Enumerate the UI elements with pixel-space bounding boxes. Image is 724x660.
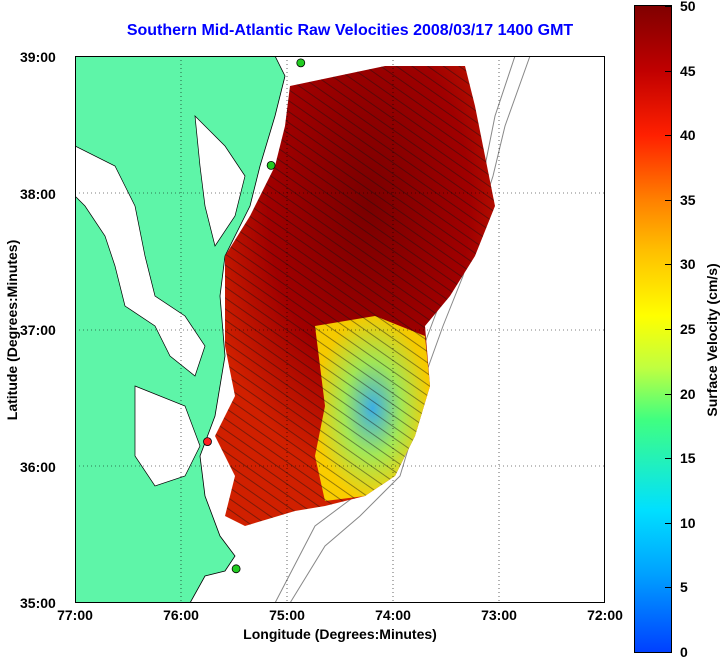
- map-panel: [75, 56, 605, 603]
- colorbar-label: Surface Velocity (cm/s): [704, 263, 720, 417]
- colorbar-tick-mark: [665, 135, 671, 137]
- colorbar-tick-mark: [665, 458, 671, 460]
- y-tick-label: 39:00: [20, 49, 56, 65]
- radar-site-marker: [266, 161, 276, 170]
- bay-water-2: [194, 115, 246, 247]
- colorbar-tick-label: 20: [680, 385, 696, 402]
- colorbar-tick-mark: [665, 199, 671, 201]
- colorbar-tick-label: 5: [680, 579, 688, 596]
- colorbar-tick-mark: [665, 264, 671, 266]
- colorbar-tick-mark: [665, 70, 671, 72]
- colorbar-tick-label: 45: [680, 62, 696, 79]
- y-tick-label: 35:00: [20, 595, 56, 611]
- grid-lines: [75, 56, 605, 603]
- y-tick-label: 36:00: [20, 459, 56, 475]
- x-tick-label: 72:00: [587, 607, 623, 623]
- sound-water: [134, 385, 201, 487]
- radar-site-marker: [296, 58, 306, 68]
- chart-title: Southern Mid-Atlantic Raw Velocities 200…: [126, 22, 574, 39]
- depth-contour-2: [289, 56, 531, 603]
- colorbar-tick-mark: [665, 587, 671, 589]
- plot-border: [75, 56, 605, 603]
- radar-site-marker: [203, 437, 212, 447]
- bay-water: [75, 145, 206, 377]
- colorbar-tick-label: 10: [680, 514, 696, 531]
- y-tick-label: 38:00: [20, 186, 56, 202]
- x-tick-label: 77:00: [57, 607, 93, 623]
- colorbar-tick-mark: [665, 652, 671, 653]
- x-tick-label: 75:00: [269, 607, 305, 623]
- colorbar-tick-mark: [665, 329, 671, 330]
- colorbar-tick-label: 25: [680, 321, 696, 337]
- colorbar-tick-label: 0: [680, 644, 688, 660]
- x-axis-label: Longitude (Degrees:Minutes): [243, 626, 437, 642]
- y-tick-label: 37:00: [20, 322, 56, 338]
- y-axis-label: Latitude (Degrees:Minutes): [4, 239, 20, 421]
- colorbar-tick-mark: [665, 522, 671, 524]
- x-tick-label: 73:00: [481, 607, 517, 623]
- colorbar-tick-label: 30: [680, 256, 696, 273]
- x-tick-label: 76:00: [163, 607, 199, 623]
- radar-site-marker: [231, 564, 241, 574]
- colorbar-tick-mark: [665, 393, 671, 395]
- depth-contour: [274, 56, 516, 603]
- radar-sites: [203, 58, 306, 574]
- colorbar-tick-mark: [665, 6, 671, 7]
- colorbar-tick-label: 35: [680, 191, 696, 208]
- x-tick-label: 74:00: [375, 607, 411, 623]
- velocity-arrows: [215, 66, 495, 526]
- colorbar-tick-label: 40: [680, 127, 696, 144]
- colorbar-tick-label: 15: [680, 450, 696, 467]
- colorbar-tick-label: 50: [680, 0, 696, 14]
- map-canvas: [75, 56, 605, 603]
